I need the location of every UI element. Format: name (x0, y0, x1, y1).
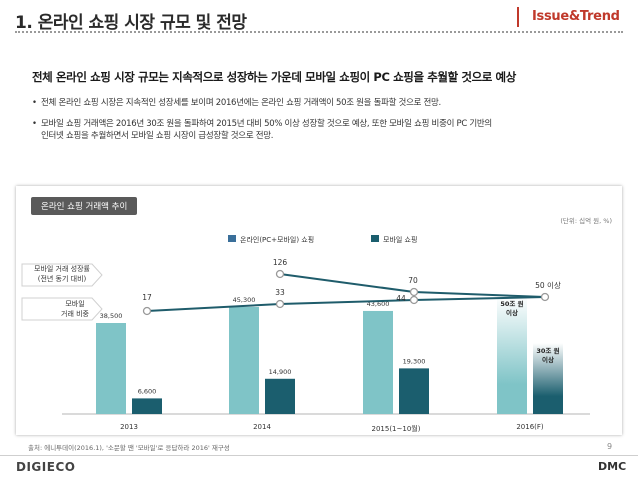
legend-swatch-total (228, 235, 236, 242)
share-point (142, 306, 152, 316)
issue-trend-tag: Issue&Trend (532, 9, 620, 24)
bar-total-2014 (229, 306, 259, 414)
growth-row-label-line1: 모바일 거래 성장률 (34, 264, 91, 273)
growth-point (275, 269, 285, 279)
category-label: 2014 (253, 423, 271, 431)
share-point (540, 292, 550, 302)
end-value-label: 50 이상 (535, 280, 561, 290)
growth-value-label: 126 (273, 258, 288, 267)
growth-value-label: 70 (408, 276, 418, 285)
dmc-logo: DMC (598, 460, 627, 473)
bullet-dot-icon: • (32, 119, 37, 129)
bar-total-2015(1~10월) (363, 310, 393, 414)
share-row-guide (21, 297, 103, 321)
bar-value-label: 19,300 (403, 357, 426, 365)
growth-row-label-line2: (전년 동기 대비) (38, 274, 87, 283)
legend-label-total: 온라인(PC+모바일) 쇼핑 (240, 235, 314, 244)
bar-total-2013 (96, 323, 126, 414)
unit-note: (단위: 십억 원, %) (560, 216, 612, 225)
bar-total-2016(F) (497, 295, 527, 414)
growth-point (409, 287, 419, 297)
share-value-label: 17 (142, 293, 152, 302)
bar-value-label: 6,600 (138, 387, 157, 395)
share-point (409, 295, 419, 305)
bar-value-label: 이상 (542, 355, 554, 364)
share-value-label: 44 (396, 294, 406, 303)
bullet-2: • 모바일 쇼핑 거래액은 2016년 30조 원을 돌파하여 2015년 대비 … (32, 118, 492, 142)
bar-value-label: 30조 원 (536, 346, 559, 355)
bullet-1: • 전체 온라인 쇼핑 시장은 지속적인 성장세를 보이며 2016년에는 온라인… (32, 97, 441, 109)
bar-value-label: 45,300 (233, 296, 256, 304)
bar-value-label: 이상 (506, 308, 518, 317)
source-note: 출처: 에니투데이(2016.1), '소문할 땐 '모바일'로 응답하라 20… (28, 444, 230, 452)
bar-mobile-2016(F) (533, 343, 563, 414)
page-title: 1. 온라인 쇼핑 시장 규모 및 전망 (15, 13, 247, 33)
page-number: 9 (607, 442, 613, 451)
share-value-label: 33 (275, 288, 285, 297)
share-row-label-line2: 거래 비중 (61, 309, 90, 318)
bullet-1-text: 전체 온라인 쇼핑 시장은 지속적인 성장세를 보이며 2016년에는 온라인 … (41, 98, 441, 108)
growth-row-guide (21, 263, 103, 287)
category-label: 2016(F) (516, 423, 544, 431)
chart-panel-label: 온라인 쇼핑 거래액 추이 (31, 197, 138, 215)
category-label: 2013 (120, 423, 138, 431)
bar-value-label: 50조 원 (500, 299, 523, 308)
share-row-label-line1: 모바일 (65, 299, 84, 308)
bullet-2-text-line2: 인터넷 쇼핑을 추월하면서 모바일 쇼핑 시장이 급성장할 것으로 전망. (41, 131, 274, 141)
legend-swatch-mobile (371, 235, 379, 242)
footer-divider (0, 455, 638, 456)
bullet-2-text-line1: 모바일 쇼핑 거래액은 2016년 30조 원을 돌파하여 2015년 대비 5… (41, 119, 492, 129)
tag-divider (517, 7, 519, 27)
category-label: 2015(1~10월) (372, 424, 421, 433)
title-divider (15, 31, 623, 33)
bar-value-label: 43,600 (367, 300, 390, 308)
bar-value-label: 38,500 (100, 312, 123, 320)
digieco-logo: DIGIECO (16, 460, 76, 474)
bar-value-label: 14,900 (269, 368, 292, 376)
share-point (275, 299, 285, 309)
headline: 전체 온라인 쇼핑 시장 규모는 지속적으로 성장하는 가운데 모바일 쇼핑이 … (32, 70, 516, 84)
bar-mobile-2013 (132, 398, 162, 414)
bar-mobile-2015(1~10월) (399, 368, 429, 414)
mobile-share-line (146, 296, 546, 312)
legend-label-mobile: 모바일 쇼핑 (383, 235, 417, 244)
bar-mobile-2014 (265, 378, 295, 414)
bullet-dot-icon: • (32, 98, 37, 108)
